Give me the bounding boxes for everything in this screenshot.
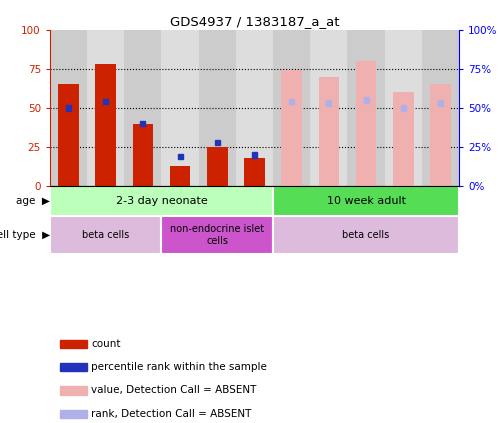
Bar bbox=[50, 186, 87, 216]
Bar bbox=[50, 216, 162, 254]
Bar bbox=[310, 186, 347, 216]
Bar bbox=[162, 216, 199, 254]
Bar bbox=[347, 186, 385, 216]
Text: percentile rank within the sample: percentile rank within the sample bbox=[91, 362, 267, 372]
Bar bbox=[199, 186, 236, 216]
Text: 10 week adult: 10 week adult bbox=[326, 196, 406, 206]
Bar bbox=[162, 216, 273, 254]
Bar bbox=[87, 30, 124, 186]
Bar bbox=[162, 30, 199, 186]
Bar bbox=[310, 30, 347, 186]
Text: rank, Detection Call = ABSENT: rank, Detection Call = ABSENT bbox=[91, 409, 251, 419]
Bar bbox=[281, 70, 302, 186]
Bar bbox=[50, 186, 273, 216]
Bar bbox=[273, 186, 310, 216]
Bar bbox=[60, 363, 87, 371]
Bar bbox=[199, 216, 236, 254]
Bar bbox=[356, 61, 376, 186]
Bar bbox=[95, 64, 116, 186]
Bar bbox=[273, 216, 459, 254]
Bar bbox=[60, 409, 87, 418]
Bar bbox=[133, 124, 153, 186]
Text: beta cells: beta cells bbox=[342, 230, 390, 240]
Bar bbox=[273, 186, 459, 216]
Bar bbox=[319, 77, 339, 186]
Bar bbox=[310, 216, 347, 254]
Bar bbox=[385, 216, 422, 254]
Bar bbox=[162, 186, 199, 216]
Text: cell type  ▶: cell type ▶ bbox=[0, 230, 50, 240]
Bar bbox=[178, 154, 183, 159]
Bar bbox=[66, 105, 71, 110]
Bar bbox=[124, 186, 162, 216]
Text: value, Detection Call = ABSENT: value, Detection Call = ABSENT bbox=[91, 385, 256, 396]
Bar bbox=[252, 152, 257, 157]
Bar bbox=[236, 186, 273, 216]
Bar bbox=[236, 30, 273, 186]
Bar bbox=[438, 100, 443, 106]
Text: age  ▶: age ▶ bbox=[16, 196, 50, 206]
Bar bbox=[273, 216, 310, 254]
Bar bbox=[347, 30, 385, 186]
Bar bbox=[326, 100, 331, 106]
Bar bbox=[50, 30, 87, 186]
Bar bbox=[60, 386, 87, 395]
Bar bbox=[124, 30, 162, 186]
Bar bbox=[347, 216, 385, 254]
Bar bbox=[422, 186, 459, 216]
Bar bbox=[50, 216, 87, 254]
Bar bbox=[87, 216, 124, 254]
Bar bbox=[289, 99, 294, 104]
Bar bbox=[207, 147, 228, 186]
Bar bbox=[430, 85, 451, 186]
Bar bbox=[401, 105, 406, 110]
Bar bbox=[385, 30, 422, 186]
Bar bbox=[245, 158, 264, 186]
Bar bbox=[141, 121, 145, 126]
Bar bbox=[236, 216, 273, 254]
Bar bbox=[364, 97, 368, 103]
Bar bbox=[385, 186, 422, 216]
Bar bbox=[199, 30, 236, 186]
Bar bbox=[124, 216, 162, 254]
Bar bbox=[103, 99, 108, 104]
Bar bbox=[58, 85, 79, 186]
Bar bbox=[273, 30, 310, 186]
Bar bbox=[170, 166, 190, 186]
Bar bbox=[393, 92, 414, 186]
Text: 2-3 day neonate: 2-3 day neonate bbox=[116, 196, 208, 206]
Text: non-endocrine islet
cells: non-endocrine islet cells bbox=[170, 224, 264, 246]
Bar bbox=[422, 216, 459, 254]
Text: beta cells: beta cells bbox=[82, 230, 129, 240]
Bar bbox=[60, 340, 87, 348]
Bar bbox=[87, 186, 124, 216]
Text: count: count bbox=[91, 339, 121, 349]
Bar bbox=[422, 30, 459, 186]
Title: GDS4937 / 1383187_a_at: GDS4937 / 1383187_a_at bbox=[170, 16, 339, 28]
Bar bbox=[215, 140, 220, 145]
